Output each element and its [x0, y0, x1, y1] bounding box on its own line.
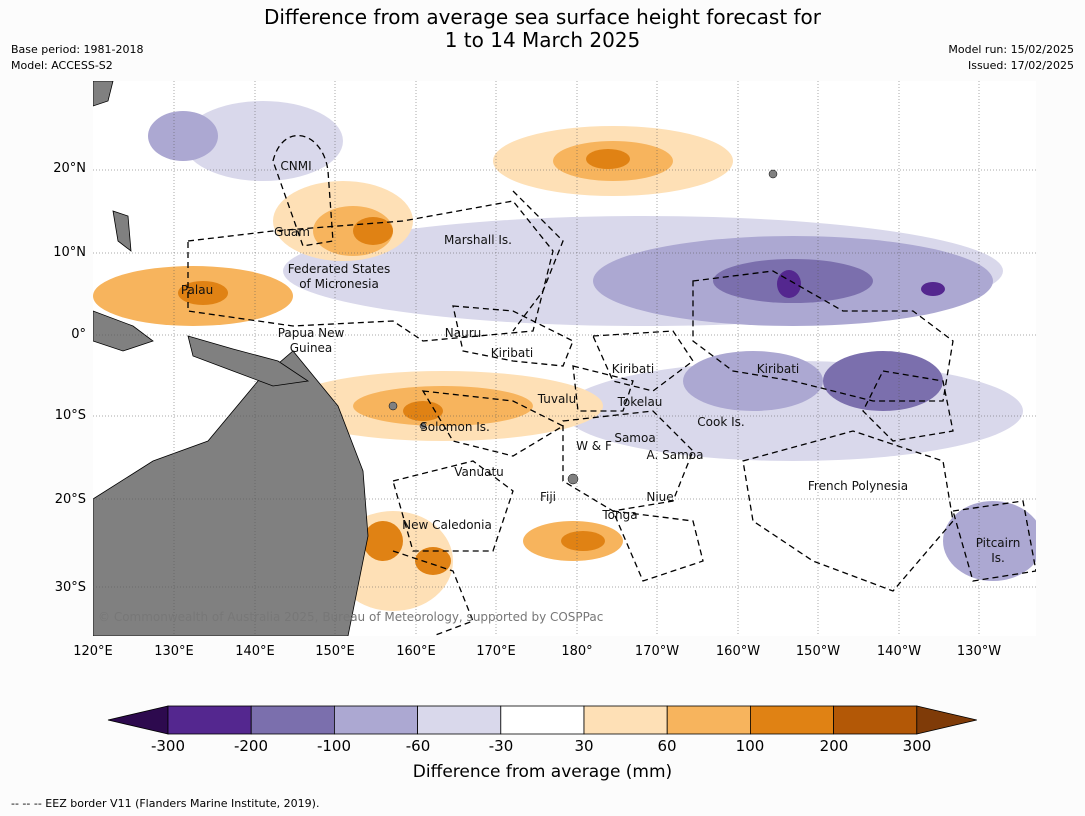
title-line-2: 1 to 14 March 2025	[444, 28, 641, 52]
region-fsm-line1: Federated States	[287, 262, 391, 276]
colorbar-segment	[250, 705, 335, 735]
region-american-samoa: A. Samoa	[646, 448, 704, 462]
issued-date: Issued: 17/02/2025	[967, 59, 1074, 72]
graticule	[93, 81, 1036, 636]
colorbar-tick: 60	[657, 737, 677, 755]
colorbar-arrow-low	[107, 705, 169, 735]
region-vanuatu: Vanuatu	[454, 465, 504, 479]
landmasses	[93, 81, 369, 636]
lon-label-160e: 160°E	[396, 644, 436, 659]
colorbar-segment	[333, 705, 418, 735]
title-line-1: Difference from average sea surface heig…	[263, 5, 822, 29]
lon-label-170w: 170°W	[634, 644, 680, 659]
anomaly-field	[93, 101, 1036, 611]
region-kiribati-central: Kiribati	[611, 362, 655, 376]
colorbar	[107, 705, 977, 735]
model-run: Model run: 15/02/2025	[948, 43, 1074, 56]
indonesia-landmass	[93, 310, 154, 352]
region-pitcairn-line1: Pitcairn	[975, 536, 1021, 550]
eez-borders	[187, 134, 1036, 636]
region-tonga: Tonga	[602, 508, 638, 522]
lon-label-140w: 140°W	[876, 644, 922, 659]
colorbar-tick: 100	[735, 737, 765, 755]
region-guam: Guam	[274, 225, 310, 239]
colorbar-segment	[167, 705, 252, 735]
model-name: Model: ACCESS-S2	[11, 59, 113, 72]
region-samoa: Samoa	[614, 431, 656, 445]
copyright-notice: © Commonwealth of Australia 2025, Bureau…	[98, 610, 604, 624]
colorbar-segment	[500, 705, 585, 735]
region-fsm-line2: of Micronesia	[299, 277, 379, 291]
meta-left: Base period: 1981-2018 Model: ACCESS-S2	[11, 42, 143, 74]
colorbar-segment	[666, 705, 751, 735]
region-nauru: Nauru	[444, 326, 482, 340]
philippines-landmass	[112, 210, 132, 252]
island-dots	[388, 169, 778, 485]
lat-label-30s: 30°S	[54, 580, 86, 595]
lon-label-180: 180°	[561, 644, 593, 659]
colorbar-segment	[583, 705, 668, 735]
colorbar-tick: -200	[233, 737, 269, 755]
base-period: Base period: 1981-2018	[11, 43, 144, 56]
colorbar-tick: 30	[574, 737, 594, 755]
colorbar-segment	[833, 705, 918, 735]
lon-label-130w: 130°W	[956, 644, 1002, 659]
region-kiribati-east: Kiribati	[756, 362, 800, 376]
lat-label-20s: 20°S	[54, 492, 86, 507]
region-niue: Niue	[646, 490, 674, 504]
map-graphic	[93, 81, 1036, 636]
map-panel	[93, 81, 1036, 636]
colorbar-tick: 200	[819, 737, 849, 755]
eez-footnote: -- -- -- EEZ border V11 (Flanders Marine…	[11, 797, 320, 810]
taiwan-landmass	[93, 81, 114, 107]
lat-label-0: 0°	[71, 327, 86, 342]
lon-label-150w: 150°W	[795, 644, 841, 659]
lon-label-130e: 130°E	[154, 644, 194, 659]
colorbar-segment	[417, 705, 502, 735]
lat-label-10s: 10°S	[54, 408, 86, 423]
new-guinea-landmass	[187, 335, 310, 387]
region-palau: Palau	[180, 283, 214, 297]
region-marshall: Marshall Is.	[444, 233, 512, 247]
lon-label-170e: 170°E	[476, 644, 516, 659]
region-cnmi: CNMI	[280, 159, 312, 173]
region-tuvalu: Tuvalu	[537, 392, 577, 406]
region-png-line2: Guinea	[289, 341, 333, 355]
region-wallis-futuna: W & F	[576, 439, 612, 453]
colorbar-tick: -30	[488, 737, 514, 755]
lon-label-160w: 160°W	[715, 644, 761, 659]
colorbar-segment	[750, 705, 835, 735]
colorbar-tick: -100	[316, 737, 352, 755]
australia-landmass	[93, 350, 369, 636]
colorbar-title: Difference from average (mm)	[412, 762, 673, 782]
meta-right: Model run: 15/02/2025 Issued: 17/02/2025	[948, 42, 1074, 74]
lat-label-20n: 20°N	[53, 161, 86, 176]
colorbar-tick: -60	[405, 737, 431, 755]
region-tokelau: Tokelau	[617, 395, 663, 409]
region-fiji: Fiji	[539, 490, 557, 504]
region-solomon: Solomon Is.	[420, 420, 490, 434]
region-pitcairn-line2: Is.	[991, 551, 1005, 565]
region-new-caledonia: New Caledonia	[402, 518, 492, 532]
region-png-line1: Papua New	[277, 326, 345, 340]
lon-label-150e: 150°E	[315, 644, 355, 659]
region-cook: Cook Is.	[697, 415, 745, 429]
lon-label-120e: 120°E	[73, 644, 113, 659]
lat-label-10n: 10°N	[53, 245, 86, 260]
map-title: Difference from average sea surface heig…	[0, 6, 1085, 52]
colorbar-tick: 300	[902, 737, 932, 755]
region-kiribati-west: Kiribati	[490, 346, 534, 360]
region-french-polynesia: French Polynesia	[807, 479, 909, 493]
colorbar-tick: -300	[150, 737, 186, 755]
colorbar-arrow-high	[916, 705, 977, 735]
lon-label-140e: 140°E	[235, 644, 275, 659]
